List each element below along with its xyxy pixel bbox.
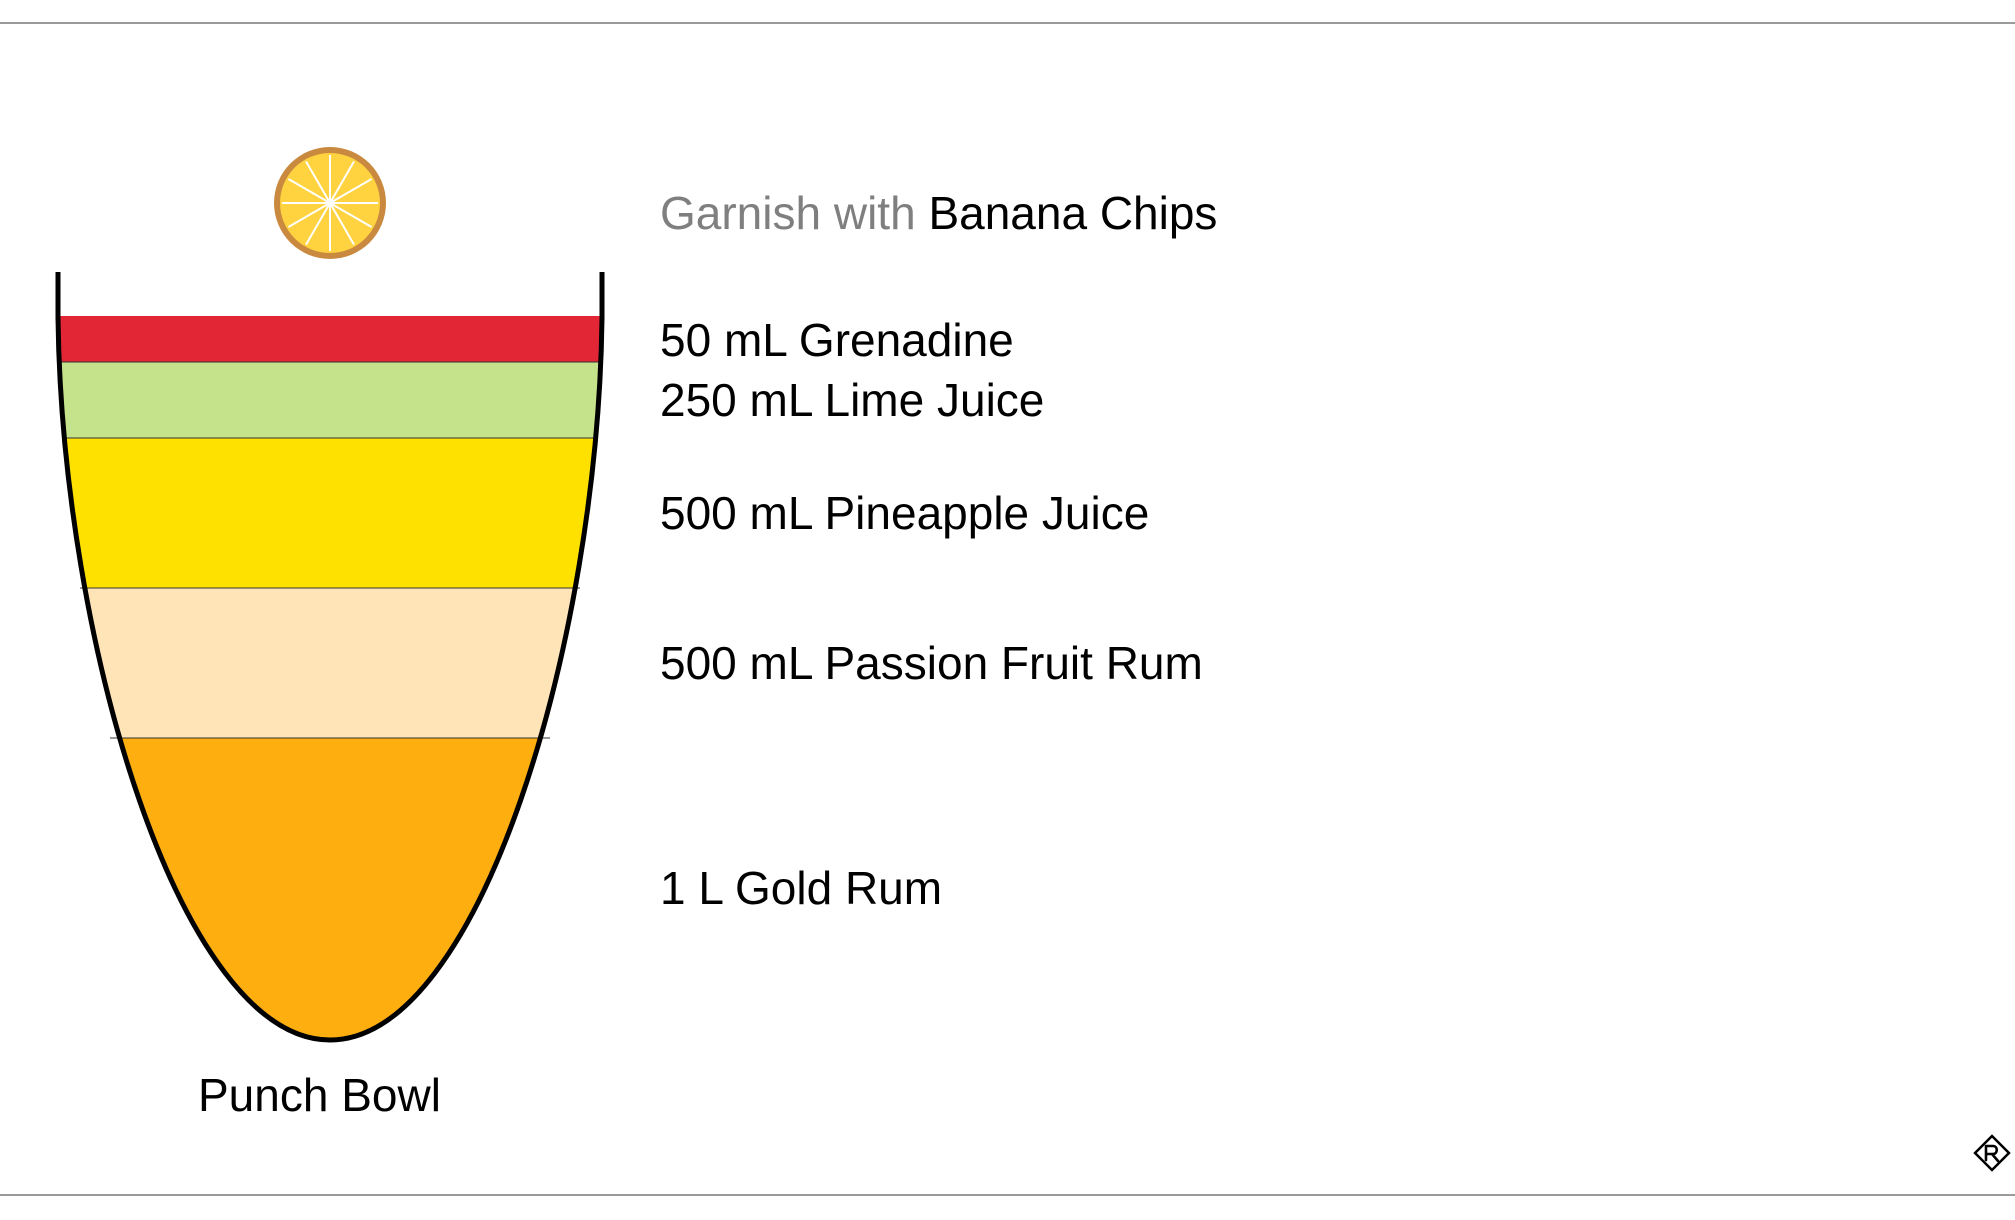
layer-gold-rum bbox=[58, 738, 602, 1040]
orange-segment-line bbox=[329, 160, 355, 204]
layer-grenadine bbox=[58, 316, 602, 362]
orange-segment-line bbox=[305, 202, 331, 246]
orange-segment-line bbox=[329, 202, 355, 246]
ingredient-passion-fruit-rum: 500 mL Passion Fruit Rum bbox=[660, 637, 1203, 689]
layer-pineapple-juice bbox=[58, 438, 602, 588]
orange-segment-line bbox=[305, 160, 331, 204]
punch-bowl-outline bbox=[55, 272, 605, 1043]
ingredient-pineapple-juice: 500 mL Pineapple Juice bbox=[660, 487, 1150, 539]
ingredient-grenadine: 50 mL Grenadine bbox=[660, 314, 1014, 366]
ingredient-lime-juice: 250 mL Lime Juice bbox=[660, 374, 1045, 426]
bottom-rule bbox=[0, 1194, 2015, 1196]
vessel-label: Punch Bowl bbox=[198, 1069, 441, 1121]
garnish-item: Banana Chips bbox=[928, 187, 1218, 239]
layer-separators bbox=[60, 361, 600, 739]
orange-slice-center bbox=[326, 199, 334, 207]
brand-logo-icon bbox=[1973, 1134, 2011, 1172]
orange-slice-segments bbox=[282, 155, 378, 251]
bowl-layers bbox=[58, 316, 602, 1040]
layer-lime-juice bbox=[58, 362, 602, 438]
top-rule bbox=[0, 22, 2015, 24]
orange-segment-line bbox=[329, 202, 373, 228]
orange-segment-line bbox=[287, 178, 331, 204]
garnish-instruction: Garnish with Banana Chips bbox=[660, 190, 1217, 236]
orange-segment-line bbox=[329, 178, 373, 204]
garnish-lead: Garnish with bbox=[660, 187, 916, 239]
orange-segment-line bbox=[287, 202, 331, 228]
ingredient-gold-rum: 1 L Gold Rum bbox=[660, 862, 943, 914]
orange-slice-icon bbox=[274, 147, 386, 259]
layer-passion-fruit-rum bbox=[58, 588, 602, 738]
